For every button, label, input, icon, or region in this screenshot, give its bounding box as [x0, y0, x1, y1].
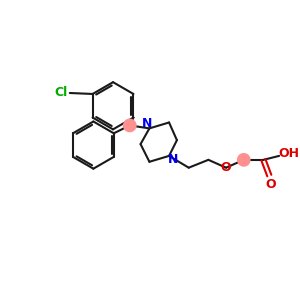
Circle shape: [237, 153, 250, 167]
Text: Cl: Cl: [54, 86, 68, 100]
Text: N: N: [142, 117, 153, 130]
Text: OH: OH: [278, 147, 299, 161]
Text: N: N: [168, 153, 178, 166]
Text: O: O: [221, 161, 231, 174]
Text: O: O: [265, 178, 276, 191]
Circle shape: [123, 118, 136, 132]
